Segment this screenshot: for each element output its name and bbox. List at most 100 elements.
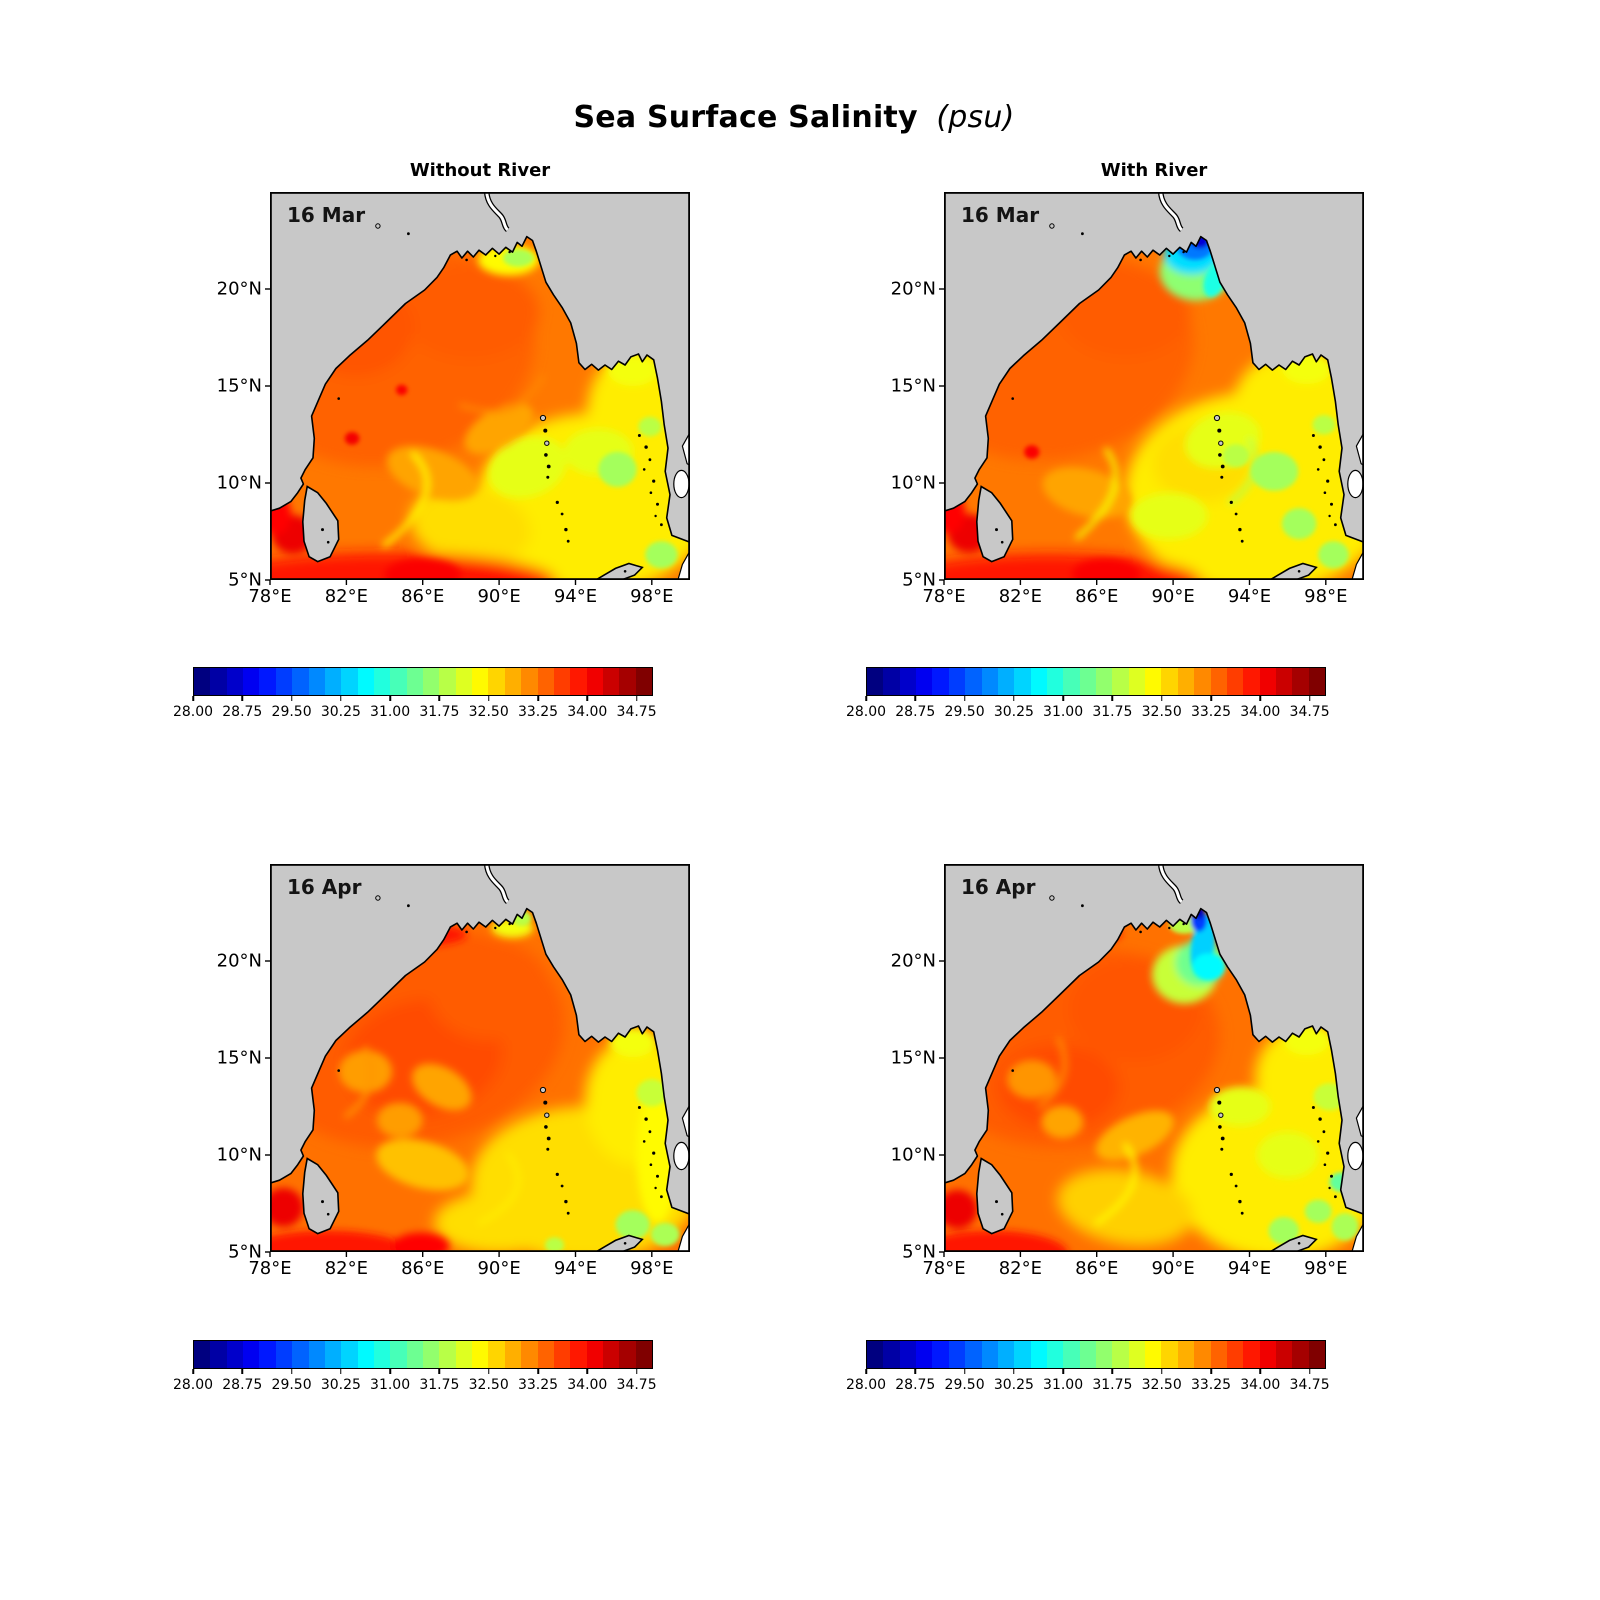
outside-domain-island bbox=[1347, 469, 1364, 499]
colorbar-tick-label: 29.50 bbox=[271, 704, 312, 720]
axis-ticks bbox=[265, 288, 653, 585]
outside-domain-island bbox=[673, 1141, 690, 1171]
x-tick-label: 82°E bbox=[998, 586, 1042, 607]
x-tick-label: 78°E bbox=[922, 1258, 966, 1279]
x-tick-label: 78°E bbox=[248, 1258, 292, 1279]
y-tick-label: 20°N bbox=[890, 278, 936, 300]
estuary bbox=[1159, 192, 1183, 232]
x-tick-label: 86°E bbox=[1075, 1258, 1119, 1279]
x-tick-label: 82°E bbox=[324, 1258, 368, 1279]
column-title-without-river: Without River bbox=[409, 160, 551, 181]
panel-16apr-without-river: 16 Apr 5°N 10°N 15°N 20°N 78°E 82°E 86°E 90°E 94°… bbox=[217, 863, 691, 1279]
colorbar-tick bbox=[192, 696, 194, 701]
map-canvas bbox=[265, 191, 691, 585]
colorbar-gradient bbox=[193, 1340, 653, 1369]
colorbar-tick-label: 30.25 bbox=[993, 1377, 1034, 1393]
y-tick-label: 10°N bbox=[216, 472, 262, 494]
colorbar-tick bbox=[192, 1369, 194, 1374]
colorbar-1: 28.00 28.75 29.50 30.25 31.00 31.75 32.50 33.25… bbox=[846, 667, 1330, 720]
x-tick-label: 98°E bbox=[630, 1258, 674, 1279]
axis-ticks bbox=[939, 288, 1327, 585]
colorbar-tick-label: 34.00 bbox=[1240, 704, 1281, 720]
land-mass bbox=[944, 864, 1364, 1252]
y-tick-label: 15°N bbox=[890, 375, 936, 397]
y-tick-label: 5°N bbox=[902, 569, 936, 591]
panel-frame bbox=[943, 863, 1365, 1253]
colorbar-tick bbox=[1062, 1369, 1064, 1374]
colorbar-tick bbox=[963, 1369, 966, 1374]
colorbar-tick-label: 29.50 bbox=[944, 704, 985, 720]
colorbar-tick-label: 34.75 bbox=[616, 704, 657, 720]
x-tick-label: 98°E bbox=[1304, 586, 1348, 607]
colorbar-gradient bbox=[866, 667, 1326, 696]
panel-16mar-with-river: 16 Mar 5°N 10°N 15°N 20°N 78°E 82°E 86°E 90°E 94°… bbox=[891, 191, 1365, 607]
colorbar-tick bbox=[914, 696, 917, 701]
colorbar-tick-label: 31.00 bbox=[370, 1377, 411, 1393]
colorbar-tick bbox=[1013, 1369, 1015, 1374]
y-tick-label: 20°N bbox=[216, 278, 262, 300]
y-tick-label: 10°N bbox=[216, 1144, 262, 1166]
colorbar-0: 28.00 28.75 29.50 30.25 31.00 31.75 32.50 33.25… bbox=[173, 667, 657, 720]
colorbar-tick bbox=[241, 1369, 244, 1374]
colorbar-tick bbox=[963, 696, 966, 701]
axis-ticks bbox=[265, 960, 653, 1257]
x-tick-label: 98°E bbox=[1304, 1258, 1348, 1279]
colorbar-2: 28.00 28.75 29.50 30.25 31.00 31.75 32.50 33.25… bbox=[173, 1340, 657, 1393]
colorbar-tick bbox=[1308, 1369, 1311, 1374]
colorbar-tick-label: 32.50 bbox=[1141, 1377, 1182, 1393]
colorbar-gradient bbox=[193, 667, 653, 696]
colorbar-tick bbox=[241, 696, 244, 701]
colorbar-tick bbox=[635, 696, 638, 701]
colorbar-tick-label: 28.75 bbox=[895, 1377, 936, 1393]
estuary bbox=[1159, 864, 1183, 904]
colorbar-tick-label: 30.25 bbox=[993, 704, 1034, 720]
colorbar-tick bbox=[438, 696, 441, 701]
y-tick-label: 10°N bbox=[890, 1144, 936, 1166]
y-tick-label: 5°N bbox=[902, 1241, 936, 1263]
colorbar-tick bbox=[290, 1369, 293, 1374]
colorbar-tick-label: 28.00 bbox=[845, 1377, 887, 1393]
x-tick-label: 86°E bbox=[1075, 586, 1119, 607]
estuary bbox=[485, 192, 509, 232]
y-tick-label: 15°N bbox=[890, 1047, 936, 1069]
colorbar-tick-label: 30.25 bbox=[320, 704, 361, 720]
colorbar-tick-label: 28.75 bbox=[222, 704, 263, 720]
colorbar-tick-label: 34.75 bbox=[616, 1377, 657, 1393]
estuary bbox=[485, 864, 509, 904]
colorbar-tick bbox=[914, 1369, 917, 1374]
colorbar-tick-label: 28.00 bbox=[845, 704, 887, 720]
x-tick-label: 82°E bbox=[998, 1258, 1042, 1279]
outside-domain-island bbox=[673, 469, 690, 499]
outside-domain-island bbox=[1347, 1141, 1364, 1171]
colorbar-tick-label: 29.50 bbox=[944, 1377, 985, 1393]
colorbar-tick-label: 33.25 bbox=[1190, 1377, 1232, 1393]
colorbar-tick bbox=[1308, 696, 1311, 701]
panel-frame bbox=[269, 191, 691, 581]
colorbar-tick-label: 28.00 bbox=[172, 704, 214, 720]
colorbar-tick-label: 34.00 bbox=[1240, 1377, 1281, 1393]
colorbar-tick bbox=[1111, 1369, 1114, 1374]
colorbar-tick bbox=[537, 1369, 539, 1374]
x-tick-label: 78°E bbox=[248, 586, 292, 607]
colorbar-tick bbox=[1160, 696, 1163, 701]
colorbar-tick-label: 31.00 bbox=[370, 704, 411, 720]
colorbar-tick bbox=[1210, 1369, 1212, 1374]
figure-title: Sea Surface Salinity (psu) bbox=[0, 100, 1588, 135]
colorbar-tick bbox=[1013, 696, 1015, 701]
colorbar-gradient bbox=[866, 1340, 1326, 1369]
colorbar-tick bbox=[1210, 696, 1212, 701]
colorbar-tick-label: 31.00 bbox=[1043, 704, 1084, 720]
panel-16mar-without-river: 16 Mar 5°N 10°N 15°N 20°N 78°E 82°E 86°E 90°E 94°… bbox=[217, 191, 691, 607]
x-tick-label: 90°E bbox=[1151, 1258, 1195, 1279]
colorbar-tick-label: 31.75 bbox=[1092, 704, 1133, 720]
colorbar-tick bbox=[340, 696, 342, 701]
colorbar-tick bbox=[1259, 1369, 1262, 1374]
colorbar-tick-label: 30.25 bbox=[320, 1377, 361, 1393]
panel-frame bbox=[943, 191, 1365, 581]
colorbar-tick-label: 31.75 bbox=[419, 1377, 460, 1393]
land-mass bbox=[944, 192, 1364, 580]
sea-field bbox=[944, 192, 1364, 580]
date-label: 16 Apr bbox=[287, 875, 362, 899]
x-tick-label: 94°E bbox=[1227, 1258, 1272, 1279]
